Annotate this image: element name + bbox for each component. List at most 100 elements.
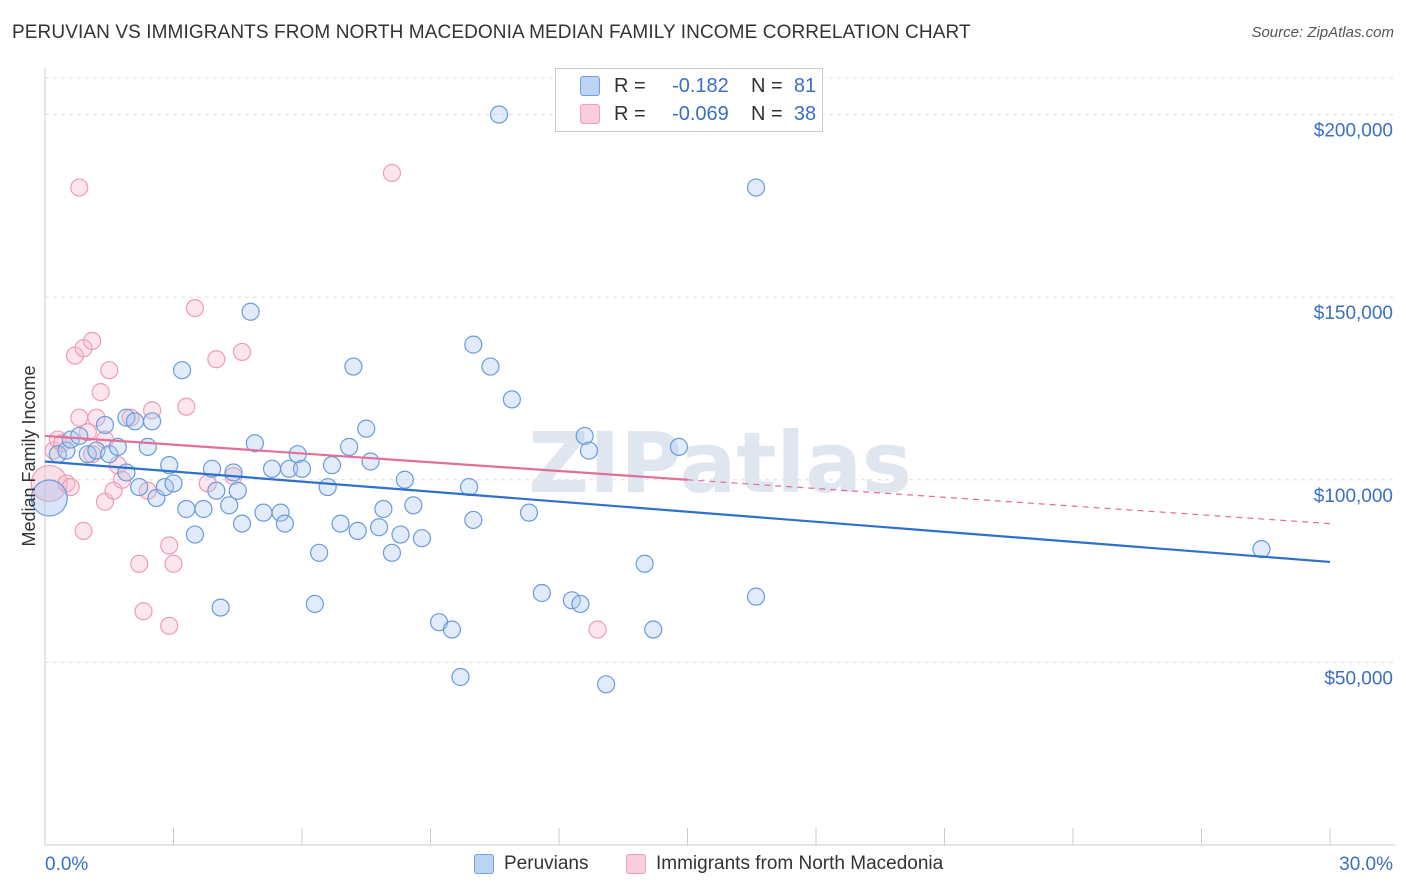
peruvian-point: [391, 525, 410, 544]
peruvian-point: [70, 426, 89, 446]
macedonia-point: [232, 342, 252, 362]
peruvian-point: [220, 496, 239, 515]
peruvian-point: [275, 514, 294, 533]
macedonia-point: [134, 602, 153, 621]
peruvian-point: [746, 587, 766, 606]
macedonia-point: [382, 163, 402, 183]
peruvian-point: [395, 470, 414, 489]
peruvian-point: [412, 529, 432, 548]
peruvian-point: [374, 499, 393, 519]
macedonia-point: [164, 554, 183, 573]
macedonia-point: [207, 350, 226, 369]
peruvian-points: [30, 105, 1271, 694]
peruvian-point: [138, 437, 157, 456]
legend-n-label: N =: [751, 102, 783, 125]
peruvian-point: [571, 594, 590, 614]
peruvian-point: [172, 361, 192, 380]
peruvian-point: [464, 335, 483, 354]
peruvian-point: [344, 357, 363, 376]
macedonia-point: [185, 299, 205, 318]
peruvian-trend-line: [44, 460, 1331, 564]
legend-n-value: 81: [793, 74, 817, 97]
peruvian-point: [142, 412, 162, 431]
macedonia-point: [160, 616, 179, 635]
peruvian-point: [322, 456, 342, 475]
legend-n-value: 38: [793, 102, 817, 125]
peruvian-point: [125, 412, 145, 431]
peruvian-point: [459, 477, 479, 497]
peruvian-point: [370, 518, 389, 537]
chart-title: PERUVIAN VS IMMIGRANTS FROM NORTH MACEDO…: [12, 22, 971, 43]
macedonia-point: [74, 521, 93, 540]
peruvian-point: [224, 463, 243, 482]
trend-lines: [44, 434, 1331, 564]
peruvian-point: [481, 357, 500, 376]
peruvian-point: [464, 510, 483, 530]
peruvian-point: [194, 499, 213, 519]
bottom-swatch-macedonia: [626, 854, 646, 874]
peruvian-point: [746, 178, 766, 197]
peruvian-point: [357, 419, 376, 438]
peruvian-point: [262, 459, 282, 478]
peruvian-point: [292, 459, 312, 478]
peruvian-point: [160, 456, 179, 475]
peruvian-point: [331, 514, 350, 533]
y-tick-label: $100,000: [1314, 486, 1393, 507]
legend-row-macedonia: R = -0.069 N = 38: [580, 102, 816, 126]
peruvian-point: [177, 499, 196, 519]
peruvian-point: [207, 481, 226, 500]
peruvian-point: [451, 667, 470, 687]
legend-r-label: R =: [614, 74, 646, 97]
peruvian-point: [502, 390, 521, 409]
peruvian-point: [519, 503, 539, 522]
peruvian-point: [254, 503, 273, 522]
macedonia-point: [70, 178, 89, 197]
peruvian-point: [361, 452, 380, 471]
macedonia-point: [100, 361, 119, 380]
peruvian-point: [30, 479, 68, 517]
grid-lines: [45, 77, 1395, 663]
peruvian-point: [95, 415, 115, 435]
y-tick-label: $150,000: [1314, 303, 1393, 324]
peruvian-point: [130, 477, 149, 497]
legend-n-label: N =: [751, 74, 783, 97]
peruvian-point: [382, 543, 402, 562]
x-tick-label: 0.0%: [45, 854, 88, 875]
peruvian-point: [185, 525, 205, 544]
peruvian-point: [228, 481, 247, 500]
peruvian-point: [318, 477, 337, 497]
legend-swatch-peruvians: [580, 76, 600, 96]
macedonia-point: [91, 383, 110, 402]
correlation-legend: R = -0.182 N = 81 R = -0.069 N = 38: [555, 68, 823, 132]
y-axis-label: Median Family Income: [19, 365, 39, 546]
peruvian-point: [211, 598, 230, 617]
peruvian-point: [57, 441, 76, 460]
axes: [44, 68, 1395, 846]
macedonia-point: [130, 554, 149, 573]
bottom-legend-label: Peruvians: [504, 853, 589, 874]
y-tick-labels: $50,000 $100,000 $150,000 $200,000: [1314, 121, 1393, 690]
legend-r-value: -0.069: [672, 102, 729, 125]
peruvian-point: [202, 459, 222, 478]
bottom-legend-label: Immigrants from North Macedonia: [656, 853, 944, 874]
macedonia-point: [160, 536, 179, 555]
peruvian-point: [108, 437, 127, 456]
peruvian-point: [310, 543, 329, 562]
source-label: Source: ZipAtlas.com: [1251, 24, 1394, 41]
peruvian-point: [271, 503, 290, 522]
y-tick-label: $50,000: [1324, 668, 1393, 689]
y-tick-label: $200,000: [1314, 121, 1393, 142]
macedonia-trend-line: [44, 434, 688, 481]
peruvian-point: [232, 514, 252, 533]
macedonia-point: [83, 331, 102, 351]
peruvian-point: [575, 426, 594, 446]
peruvian-point: [579, 441, 599, 460]
peruvian-point: [442, 620, 462, 639]
legend-row-peruvians: R = -0.182 N = 81: [580, 74, 816, 98]
legend-r-value: -0.182: [672, 74, 729, 97]
macedonia-point: [588, 620, 607, 639]
bottom-swatch-peruvians: [474, 854, 494, 874]
x-tick-label: 30.0%: [1339, 854, 1393, 875]
legend-r-label: R =: [614, 102, 646, 125]
